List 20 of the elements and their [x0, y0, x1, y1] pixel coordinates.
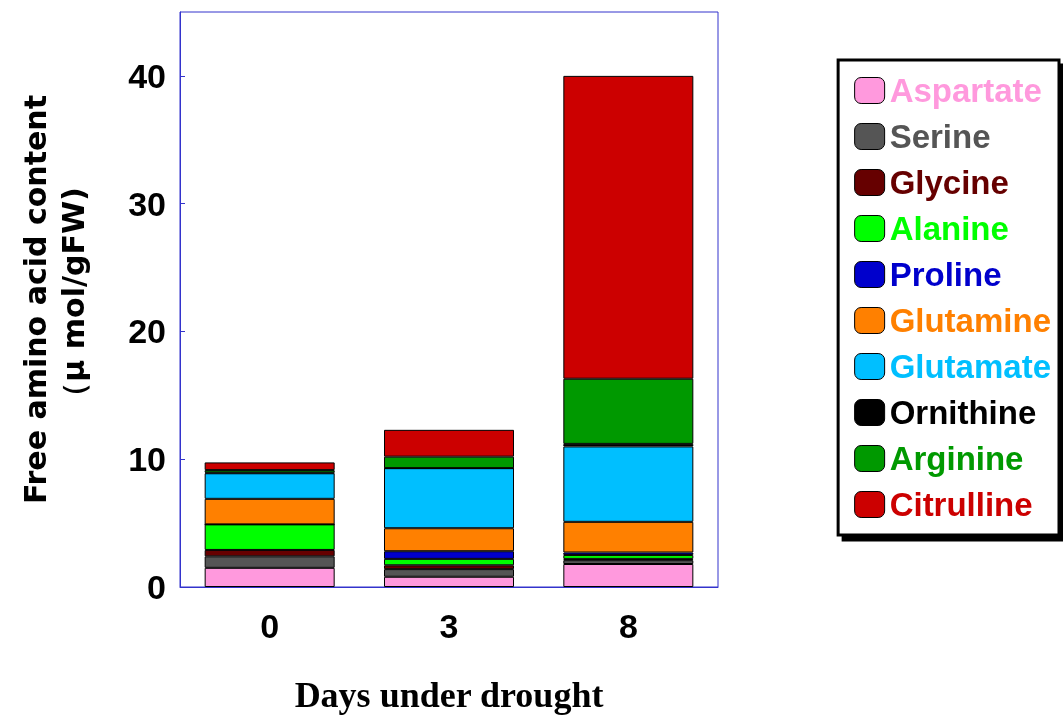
legend-label: Serine [889, 118, 991, 155]
y-tick-label: 0 [147, 568, 166, 606]
x-axis-title: Days under drought [294, 675, 604, 715]
y-tick-label: 40 [128, 56, 166, 95]
x-tick-label: 3 [439, 607, 459, 645]
y-axis-title: Free amino acid content （μ mol/gFW) [17, 94, 91, 505]
legend-label: Glutamate [889, 348, 1051, 385]
x-tick-label: 0 [260, 607, 280, 645]
legend-label: Glycine [889, 164, 1009, 201]
y-tick-label: 20 [128, 312, 166, 351]
legend-label: Arginine [889, 440, 1024, 477]
legend-label: Ornithine [889, 394, 1037, 431]
y-tick-label: 10 [128, 440, 166, 479]
legend-label: Proline [889, 256, 1002, 293]
legend-label: Citrulline [889, 486, 1033, 523]
x-tick-label: 8 [618, 607, 638, 645]
legend-label: Aspartate [889, 72, 1042, 109]
y-tick-label: 30 [128, 184, 166, 223]
legend-label: Alanine [889, 210, 1009, 247]
legend-label: Glutamine [889, 302, 1051, 339]
